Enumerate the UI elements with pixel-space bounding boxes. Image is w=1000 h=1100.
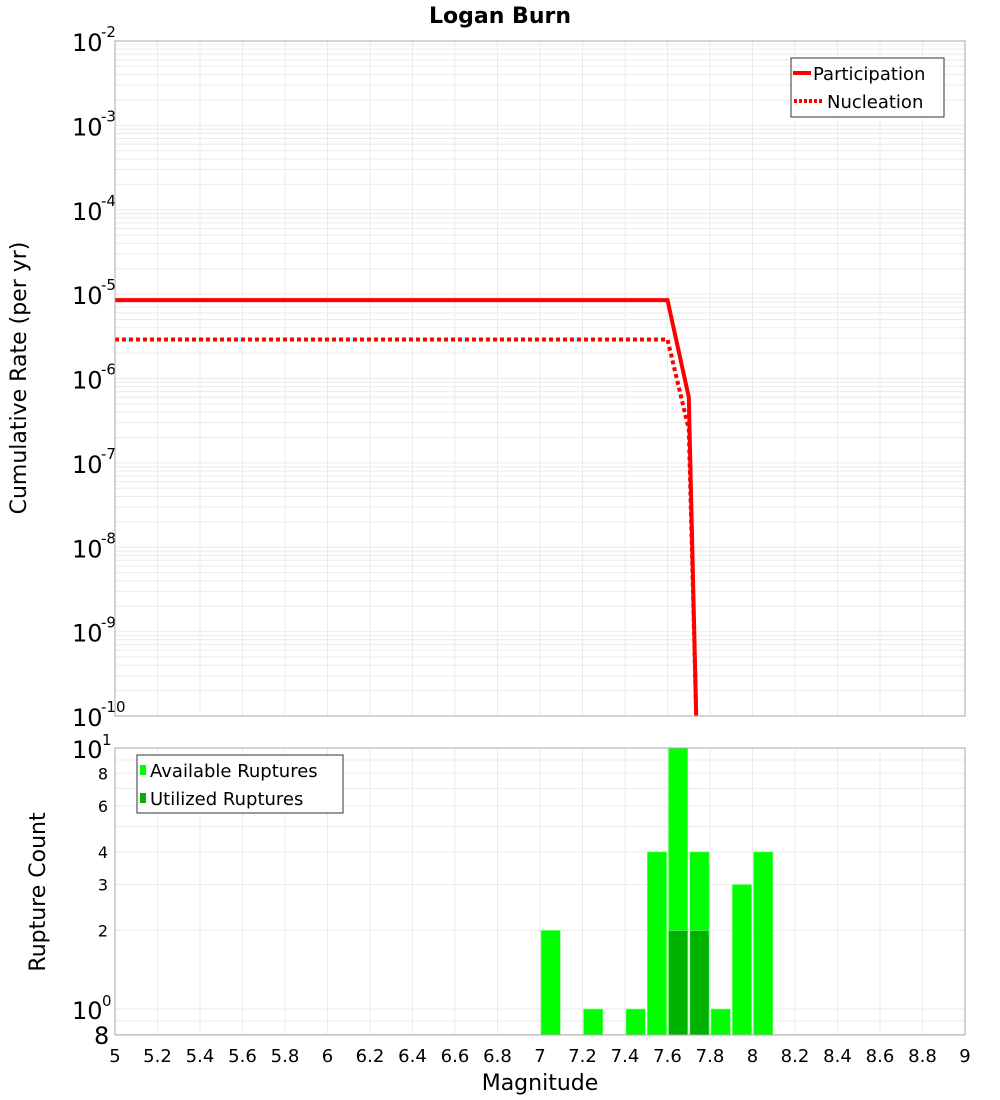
bottom-legend-box — [136, 754, 344, 814]
y-tick-label: 8 — [94, 1022, 109, 1050]
utilized-ruptures-bar — [668, 930, 689, 1036]
x-tick-label: 8.6 — [866, 1046, 895, 1067]
y-tick-label: 10 — [72, 997, 103, 1025]
x-tick-label: 8.8 — [908, 1046, 937, 1067]
y-tick-label: 10 — [72, 282, 103, 310]
x-tick-label: 6 — [322, 1046, 333, 1067]
chart-title: Logan Burn — [429, 4, 571, 29]
bottom-legend: Available Ruptures Utilized Ruptures — [136, 754, 344, 814]
y-tick-exponent: -4 — [101, 192, 116, 210]
x-tick-label: 9 — [959, 1046, 970, 1067]
y-tick-label: 10 — [72, 704, 103, 732]
x-tick-label: 5.2 — [143, 1046, 172, 1067]
bottom-plot-frame — [114, 747, 966, 1036]
x-axis-label: Magnitude — [482, 1071, 599, 1096]
y-tick-label: 10 — [72, 451, 103, 479]
top-y-axis-ticks: 10-210-310-410-510-610-710-810-910-10 — [72, 23, 126, 732]
cumulative-rate-plot: 10-210-310-410-510-610-710-810-910-10 Cu… — [7, 23, 966, 732]
x-tick-label: 7.8 — [696, 1046, 725, 1067]
y-tick-label: 10 — [72, 29, 103, 57]
y-tick-exponent: -6 — [101, 361, 116, 379]
y-tick-exponent: 0 — [102, 992, 112, 1010]
x-tick-label: 7 — [534, 1046, 545, 1067]
available-ruptures-bar — [753, 851, 774, 1036]
x-tick-label: 6.4 — [398, 1046, 427, 1067]
top-legend: Participation Nucleation — [790, 57, 945, 118]
y-tick-label: 10 — [72, 198, 103, 226]
x-tick-label: 8 — [747, 1046, 758, 1067]
available-legend-label: Available Ruptures — [150, 761, 318, 782]
x-tick-label: 5.6 — [228, 1046, 257, 1067]
x-tick-label: 5.4 — [186, 1046, 215, 1067]
top-plot-frame — [114, 40, 966, 717]
utilized-legend-label: Utilized Ruptures — [150, 789, 303, 810]
x-axis-ticks: 5 5.2 5.4 5.6 5.8 6 6.2 6.4 6.6 6.8 7 7.2 7.4 7.6 7.8 8… — [109, 1046, 970, 1067]
participation-curve — [115, 298, 699, 717]
y-tick-label: 2 — [98, 921, 108, 940]
y-tick-exponent: -9 — [101, 614, 116, 632]
x-tick-label: 8.4 — [823, 1046, 852, 1067]
y-tick-label: 4 — [98, 843, 108, 862]
y-tick-exponent: -8 — [101, 529, 116, 547]
available-ruptures-bar — [583, 1008, 604, 1036]
available-ruptures-bar — [731, 884, 752, 1036]
x-tick-label: 5 — [109, 1046, 120, 1067]
top-legend-box — [790, 57, 945, 118]
x-tick-label: 6.2 — [356, 1046, 385, 1067]
available-ruptures-bar — [646, 851, 667, 1036]
x-tick-label: 8.2 — [781, 1046, 810, 1067]
top-plot-grid — [114, 41, 966, 717]
bottom-y-axis-label: Rupture Count — [26, 812, 51, 972]
available-ruptures-bar — [540, 930, 561, 1036]
top-y-axis-label: Cumulative Rate (per yr) — [7, 242, 32, 515]
x-tick-label: 7.6 — [653, 1046, 682, 1067]
y-tick-exponent: -3 — [101, 107, 116, 125]
y-tick-label: 10 — [72, 535, 103, 563]
y-tick-label: 6 — [98, 797, 108, 816]
y-tick-label: 8 — [98, 764, 108, 783]
y-tick-label: 3 — [98, 875, 108, 894]
y-tick-label: 10 — [72, 620, 103, 648]
available-legend-swatch — [140, 765, 146, 775]
x-tick-label: 7.2 — [568, 1046, 597, 1067]
y-tick-exponent: 1 — [102, 731, 112, 749]
y-tick-exponent: -5 — [101, 276, 116, 294]
y-tick-exponent: -10 — [101, 698, 126, 716]
available-ruptures-bar — [710, 1008, 731, 1036]
nucleation-curve — [115, 337, 699, 717]
utilized-ruptures-bar — [689, 930, 710, 1036]
x-tick-label: 7.4 — [611, 1046, 640, 1067]
available-ruptures-bar — [625, 1008, 646, 1036]
nucleation-legend-label: Nucleation — [827, 92, 923, 113]
rate-curves — [115, 298, 699, 717]
x-tick-label: 6.8 — [483, 1046, 512, 1067]
rupture-bars — [540, 747, 774, 1036]
x-tick-label: 5.8 — [271, 1046, 300, 1067]
y-tick-exponent: -7 — [101, 445, 116, 463]
participation-legend-label: Participation — [813, 64, 925, 85]
utilized-legend-swatch — [140, 793, 146, 803]
y-tick-exponent: -2 — [101, 23, 116, 41]
y-tick-label: 10 — [72, 367, 103, 395]
x-tick-label: 6.6 — [441, 1046, 470, 1067]
y-tick-label: 10 — [72, 113, 103, 141]
y-tick-label: 10 — [72, 736, 103, 764]
